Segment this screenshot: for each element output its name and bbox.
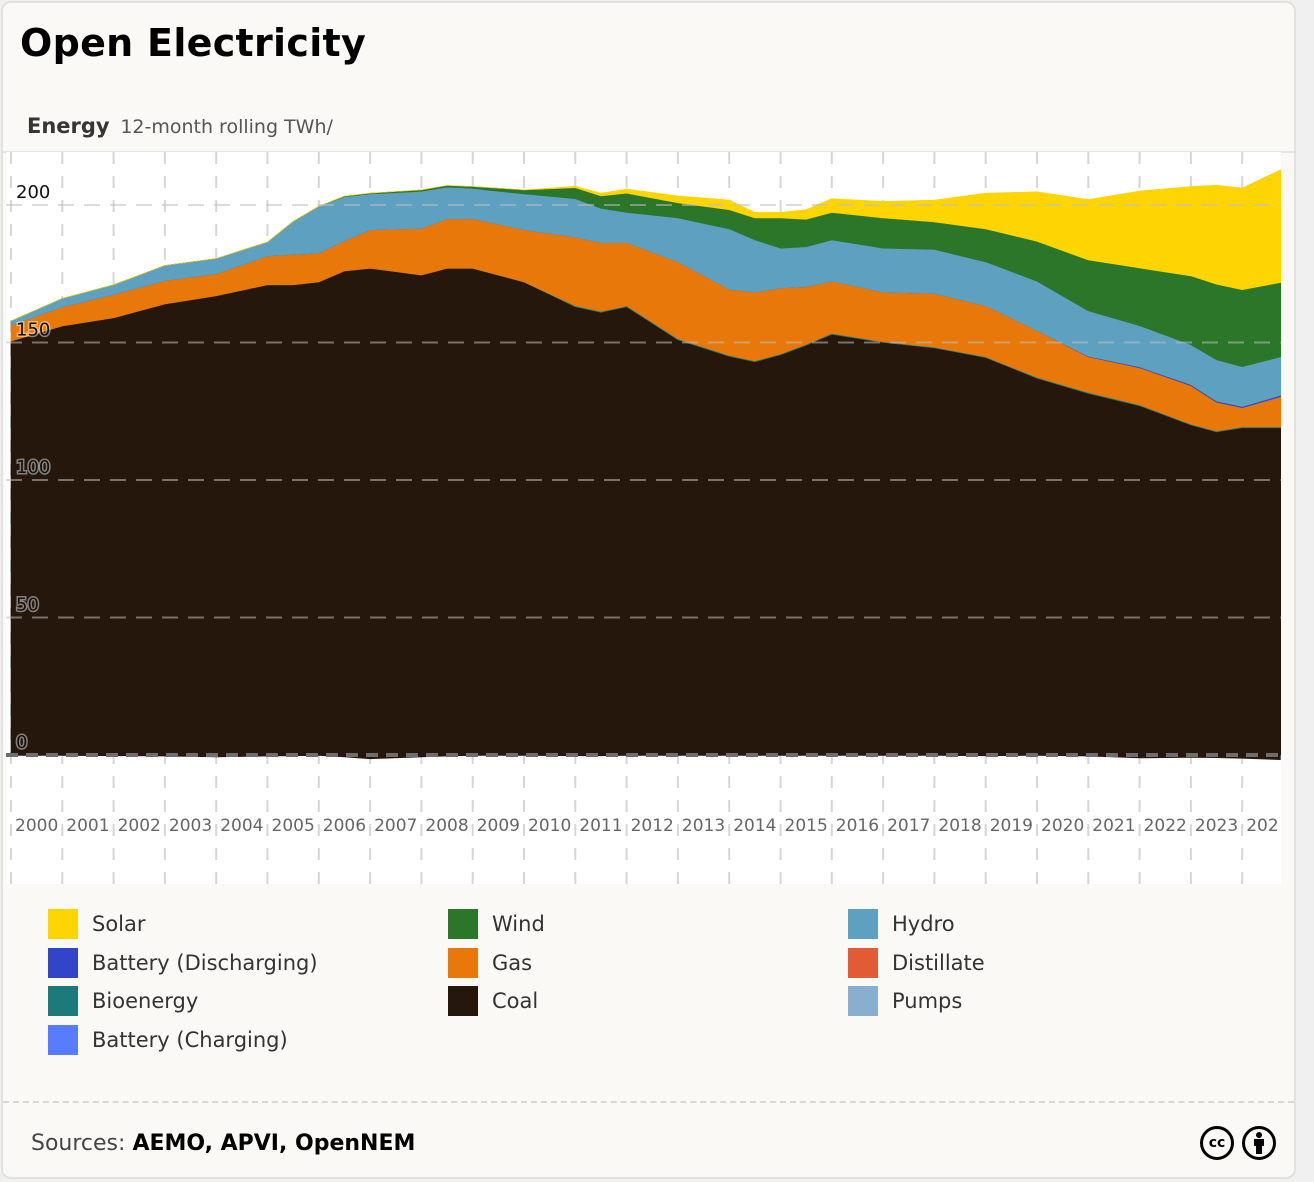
legend-swatch	[448, 909, 478, 939]
x-tick-label: 2008	[425, 816, 468, 836]
legend-swatch	[848, 986, 878, 1016]
x-tick-label: 2014	[733, 816, 776, 836]
legend-label: Solar	[92, 912, 146, 936]
chart-area[interactable]: 0 50 100 150 200 2000 2001 2002 2003 2004 2005 2006…	[6, 152, 1281, 884]
legend-swatch	[48, 947, 78, 978]
y-tick-label: 200	[16, 182, 50, 203]
legend-label: Battery (Charging)	[92, 1027, 288, 1052]
x-tick-label: 2009	[477, 816, 520, 836]
legend-item-gas[interactable]: Gas	[448, 947, 532, 979]
license-icons: cc	[1200, 1126, 1276, 1160]
legend-label: Gas	[492, 950, 533, 975]
legend-item-hydro[interactable]: Hydro	[848, 908, 955, 940]
x-tick-label: 2012	[631, 816, 674, 836]
legend-swatch	[48, 1024, 78, 1055]
legend-swatch	[848, 909, 878, 939]
legend-label: Wind	[492, 912, 545, 936]
y-tick-label: 150	[16, 320, 50, 341]
x-tick-label: 2004	[220, 816, 263, 836]
legend-item-solar[interactable]: Solar	[48, 908, 146, 940]
x-tick-label: 2007	[374, 816, 417, 836]
sources-value: AEMO, APVI, OpenNEM	[132, 1131, 416, 1156]
legend-item-battery-charging[interactable]: Battery (Charging)	[48, 1024, 288, 1056]
x-tick-label: 2011	[579, 816, 622, 836]
legend-swatch	[848, 947, 878, 978]
person-icon	[1254, 1132, 1264, 1154]
creative-commons-icon[interactable]: cc	[1200, 1126, 1234, 1160]
area-solar[interactable]	[10, 169, 1281, 322]
legend-item-distillate[interactable]: Distillate	[848, 947, 985, 979]
sources-text: Sources: AEMO, APVI, OpenNEM	[31, 1131, 415, 1156]
x-tick-label: 2013	[682, 816, 725, 836]
x-tick-label: 202	[1246, 816, 1278, 836]
x-axis: 2000 2001 2002 2003 2004 2005 2006 2007 2008 2009…	[15, 816, 1279, 836]
legend-swatch	[448, 947, 478, 978]
x-tick-label: 2019	[990, 816, 1033, 836]
x-tick-label: 2016	[836, 816, 879, 836]
x-tick-label: 2001	[66, 816, 109, 836]
x-tick-label: 2003	[169, 816, 212, 836]
footer-divider	[3, 1101, 1294, 1103]
legend-swatch	[48, 909, 78, 939]
x-tick-label: 2017	[887, 816, 930, 836]
x-tick-label: 2020	[1041, 816, 1084, 836]
legend-label: Distillate	[892, 950, 985, 975]
legend-label: Hydro	[892, 912, 955, 936]
legend-item-battery-discharging[interactable]: Battery (Discharging)	[48, 947, 318, 979]
x-tick-label: 2006	[323, 816, 366, 836]
y-tick-label: 0	[16, 732, 27, 753]
y-axis: 0 50 100 150 200	[6, 181, 1281, 757]
legend-label: Pumps	[892, 989, 963, 1013]
legend-swatch	[48, 986, 78, 1016]
legend-item-coal[interactable]: Coal	[448, 985, 538, 1017]
series-areas	[10, 169, 1281, 760]
metric-label: Energy	[27, 114, 110, 138]
chart-subtitle: Energy 12-month rolling TWh/	[27, 114, 333, 138]
sources-label: Sources:	[31, 1131, 126, 1156]
x-tick-label: 2022	[1144, 816, 1187, 836]
x-tick-label: 2023	[1195, 816, 1238, 836]
legend-swatch	[448, 986, 478, 1016]
x-tick-label: 2021	[1092, 816, 1135, 836]
x-tick-label: 2000	[15, 816, 58, 836]
legend-label: Bioenergy	[92, 989, 199, 1013]
x-tick-label: 2018	[938, 816, 981, 836]
legend-item-pumps[interactable]: Pumps	[848, 985, 962, 1017]
y-tick-label: 100	[16, 457, 50, 478]
legend-label: Battery (Discharging)	[92, 950, 318, 975]
unit-label: 12-month rolling TWh/	[120, 116, 333, 138]
attribution-icon[interactable]	[1242, 1126, 1276, 1160]
stacked-area-chart[interactable]: 0 50 100 150 200 2000 2001 2002 2003 2004 2005 2006…	[6, 152, 1281, 884]
x-tick-label: 2005	[272, 816, 315, 836]
legend-item-wind[interactable]: Wind	[448, 908, 545, 940]
legend-label: Coal	[492, 989, 539, 1013]
legend-item-bioenergy[interactable]: Bioenergy	[48, 985, 198, 1017]
y-tick-label: 50	[16, 595, 39, 616]
x-tick-label: 2002	[118, 816, 161, 836]
app-title: Open Electricity	[20, 21, 367, 65]
x-tick-label: 2010	[528, 816, 571, 836]
x-tick-label: 2015	[785, 816, 828, 836]
